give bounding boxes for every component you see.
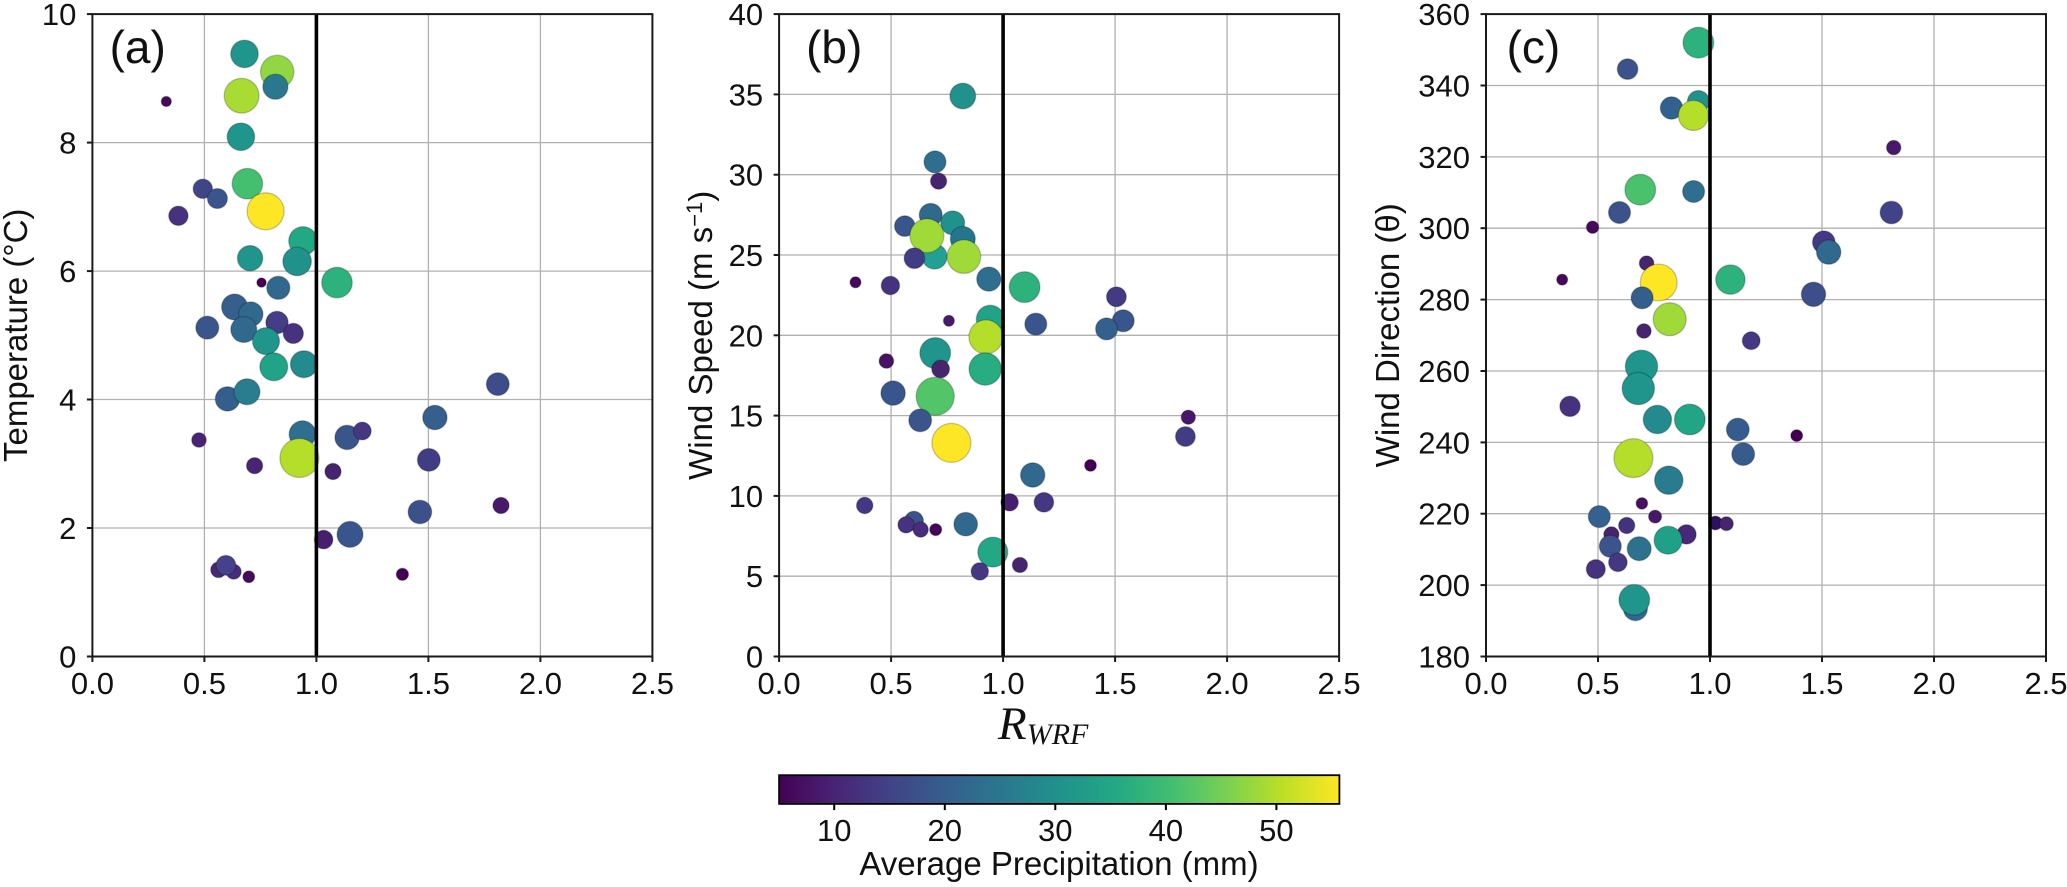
svg-text:1.5: 1.5 <box>407 666 450 701</box>
svg-text:2.5: 2.5 <box>1318 666 1361 701</box>
svg-text:4: 4 <box>59 383 76 418</box>
svg-text:10: 10 <box>817 813 851 848</box>
svg-text:180: 180 <box>1418 640 1470 675</box>
svg-text:50: 50 <box>1259 813 1293 848</box>
svg-text:Wind Direction (θ): Wind Direction (θ) <box>1369 203 1406 467</box>
svg-text:1.0: 1.0 <box>982 666 1025 701</box>
svg-text:2.0: 2.0 <box>1912 666 1955 701</box>
svg-text:10: 10 <box>729 479 763 514</box>
svg-text:40: 40 <box>1149 813 1183 848</box>
svg-text:2: 2 <box>59 511 76 546</box>
svg-text:10: 10 <box>42 0 76 32</box>
svg-text:260: 260 <box>1418 354 1470 389</box>
svg-text:25: 25 <box>729 238 763 273</box>
svg-text:1.0: 1.0 <box>1688 666 1731 701</box>
svg-text:360: 360 <box>1418 0 1470 32</box>
svg-text:30: 30 <box>1038 813 1072 848</box>
svg-text:8: 8 <box>59 126 76 161</box>
svg-text:1.5: 1.5 <box>1094 666 1137 701</box>
svg-text:2.0: 2.0 <box>519 666 562 701</box>
svg-text:(b): (b) <box>806 21 862 73</box>
svg-text:40: 40 <box>729 0 763 32</box>
svg-text:2.5: 2.5 <box>631 666 674 701</box>
svg-text:0.5: 0.5 <box>183 666 226 701</box>
svg-text:1.5: 1.5 <box>1800 666 1843 701</box>
svg-text:200: 200 <box>1418 568 1470 603</box>
svg-text:Temperature (°C): Temperature (°C) <box>0 209 34 462</box>
svg-text:0.0: 0.0 <box>758 666 801 701</box>
svg-text:20: 20 <box>729 318 763 353</box>
svg-text:0.0: 0.0 <box>1464 666 1507 701</box>
svg-text:15: 15 <box>729 399 763 434</box>
svg-text:300: 300 <box>1418 211 1470 246</box>
svg-text:0: 0 <box>746 640 763 675</box>
svg-text:280: 280 <box>1418 283 1470 318</box>
svg-text:30: 30 <box>729 158 763 193</box>
svg-text:0.5: 0.5 <box>1576 666 1619 701</box>
svg-text:20: 20 <box>928 813 962 848</box>
svg-text:240: 240 <box>1418 425 1470 460</box>
svg-text:2.0: 2.0 <box>1206 666 1249 701</box>
svg-text:0.0: 0.0 <box>71 666 114 701</box>
svg-text:35: 35 <box>729 77 763 112</box>
svg-text:1.0: 1.0 <box>295 666 338 701</box>
svg-text:340: 340 <box>1418 69 1470 104</box>
svg-text:5: 5 <box>746 559 763 594</box>
svg-text:Wind Speed (m s−1): Wind Speed (m s−1) <box>682 191 719 480</box>
svg-text:320: 320 <box>1418 140 1470 175</box>
svg-text:Average Precipitation (mm): Average Precipitation (mm) <box>859 845 1258 882</box>
svg-text:6: 6 <box>59 254 76 289</box>
svg-text:0: 0 <box>59 640 76 675</box>
svg-text:2.5: 2.5 <box>2024 666 2067 701</box>
svg-text:(c): (c) <box>1507 21 1561 73</box>
svg-text:220: 220 <box>1418 497 1470 532</box>
svg-text:0.5: 0.5 <box>870 666 913 701</box>
svg-text:(a): (a) <box>110 21 166 73</box>
